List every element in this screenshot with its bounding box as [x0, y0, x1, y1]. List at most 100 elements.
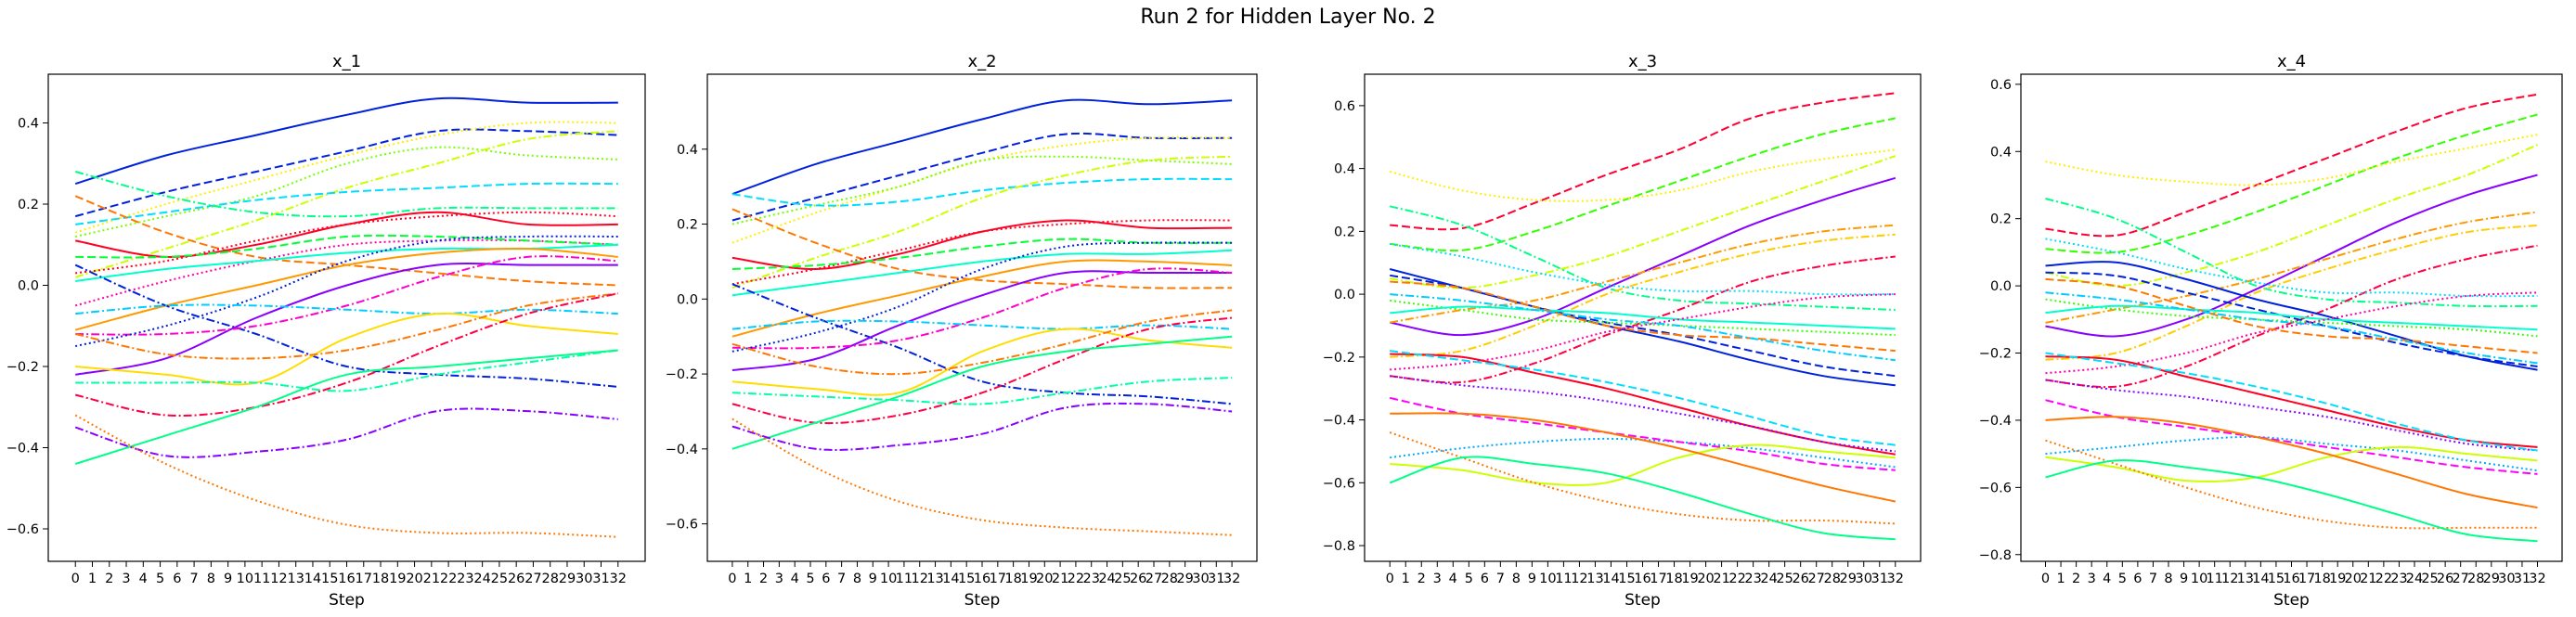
series-line-23 [731, 402, 1233, 451]
series-line-6 [75, 182, 618, 225]
x-tick-label: 30 [1192, 572, 1209, 586]
y-tick-label: −0.6 [1979, 481, 2012, 495]
x-tick-label: 0 [1386, 572, 1394, 586]
series-line-1 [1390, 92, 1896, 231]
series-line-19 [731, 377, 1233, 405]
subplot-title: x_3 [1628, 52, 1657, 71]
series-line-9 [731, 219, 1233, 286]
y-tick-label: 0.2 [18, 198, 39, 212]
axes-frame [2020, 73, 2563, 562]
x-tick-label: 5 [156, 572, 164, 586]
x-tick-label: 0 [728, 572, 736, 586]
series-line-1 [74, 96, 618, 186]
series-line-24 [2045, 416, 2538, 509]
x-tick-label: 3 [1433, 572, 1442, 586]
x-tick-label: 21 [1052, 572, 1068, 586]
series-group [2045, 93, 2538, 543]
x-tick-label: 0 [71, 572, 80, 586]
series-line-4 [74, 146, 618, 238]
series-line-17 [1390, 293, 1896, 362]
x-tick-label: 22 [440, 572, 457, 586]
x-tick-label: 6 [2133, 572, 2142, 586]
series-line-1 [731, 98, 1233, 196]
x-tick-label: 2 [759, 572, 768, 586]
series-line-3 [1389, 148, 1896, 202]
x-tick-label: 6 [1481, 572, 1489, 586]
x-tick-label: 32 [610, 572, 627, 586]
series-line-14 [2045, 304, 2538, 331]
x-tick-label: 4 [2103, 572, 2111, 586]
x-axis-label: Step [2273, 591, 2310, 610]
x-tick-label: 14 [942, 572, 959, 586]
x-tick-label: 1 [2056, 572, 2065, 586]
series-line-1 [2045, 93, 2538, 238]
series-line-2 [74, 128, 618, 218]
series-line-19 [1390, 375, 1896, 453]
series-line-8 [2045, 224, 2538, 361]
x-tick-label: 31 [1871, 572, 1888, 586]
x-tick-label: 10 [880, 572, 897, 586]
series-line-14 [74, 247, 618, 331]
series-group [74, 96, 619, 538]
series-line-26 [2045, 459, 2538, 543]
series-line-23 [1390, 443, 1896, 486]
x-tick-label: 19 [2329, 572, 2346, 586]
y-tick-label: −0.2 [1979, 347, 2012, 362]
y-tick-label: −0.2 [1323, 351, 1355, 366]
series-line-10 [731, 238, 1233, 270]
x-tick-label: 32 [1887, 572, 1904, 586]
y-tick-label: 0.2 [677, 218, 698, 233]
subplot-title: x_4 [2277, 52, 2306, 71]
x-tick-label: 12 [912, 572, 928, 586]
x-tick-label: 13 [2237, 572, 2254, 586]
series-line-11 [1389, 268, 1896, 387]
x-tick-label: 29 [1176, 572, 1193, 586]
series-line-12 [731, 259, 1233, 338]
x-tick-label: 25 [1776, 572, 1793, 586]
x-tick-label: 13 [926, 572, 943, 586]
y-tick-label: −0.4 [6, 442, 39, 456]
x-tick-label: 17 [356, 572, 372, 586]
series-line-21 [1390, 437, 1896, 469]
y-tick-label: 0.6 [1990, 78, 2012, 93]
x-tick-label: 11 [2206, 572, 2222, 586]
x-tick-label: 24 [473, 572, 490, 586]
x-tick-label: 24 [2406, 572, 2423, 586]
x-tick-label: 25 [491, 572, 508, 586]
y-tick-label: 0.2 [1990, 212, 2012, 227]
x-tick-label: 14 [1602, 572, 1619, 586]
x-tick-label: 19 [1020, 572, 1037, 586]
y-tick-label: 0.0 [677, 292, 698, 307]
series-line-16 [731, 241, 1233, 353]
y-tick-label: −0.2 [6, 360, 39, 375]
series-line-15 [731, 267, 1233, 350]
x-tick-label: 18 [1004, 572, 1021, 586]
series-group [1389, 92, 1896, 541]
x-tick-label: 1 [88, 572, 97, 586]
x-tick-label: 29 [559, 572, 576, 586]
x-axis-label: Step [329, 591, 365, 610]
series-line-21 [731, 316, 1233, 425]
series-line-5 [74, 130, 618, 278]
y-tick-label: −0.8 [1323, 539, 1355, 554]
x-tick-label: 24 [1760, 572, 1777, 586]
x-tick-label: 2 [105, 572, 113, 586]
series-line-21 [75, 349, 618, 392]
series-line-15 [2045, 291, 2538, 375]
y-tick-label: −0.6 [666, 518, 698, 533]
series-line-8 [1390, 233, 1896, 358]
x-tick-label: 16 [2283, 572, 2299, 586]
series-line-13 [2045, 298, 2538, 338]
y-tick-label: 0.0 [1334, 288, 1355, 302]
x-tick-label: 17 [1650, 572, 1666, 586]
x-tick-label: 4 [791, 572, 799, 586]
x-tick-label: 9 [2180, 572, 2188, 586]
series-line-20 [1390, 350, 1896, 446]
x-tick-label: 13 [287, 572, 304, 586]
x-tick-label: 10 [2191, 572, 2207, 586]
series-line-25 [1389, 431, 1896, 525]
x-tick-label: 28 [1823, 572, 1840, 586]
series-line-7 [731, 208, 1233, 289]
x-tick-label: 5 [2118, 572, 2127, 586]
subplot-x4: x_40 1 2 3 4 5 6 7 8 9 101112131415161718192021222… [1979, 52, 2563, 610]
